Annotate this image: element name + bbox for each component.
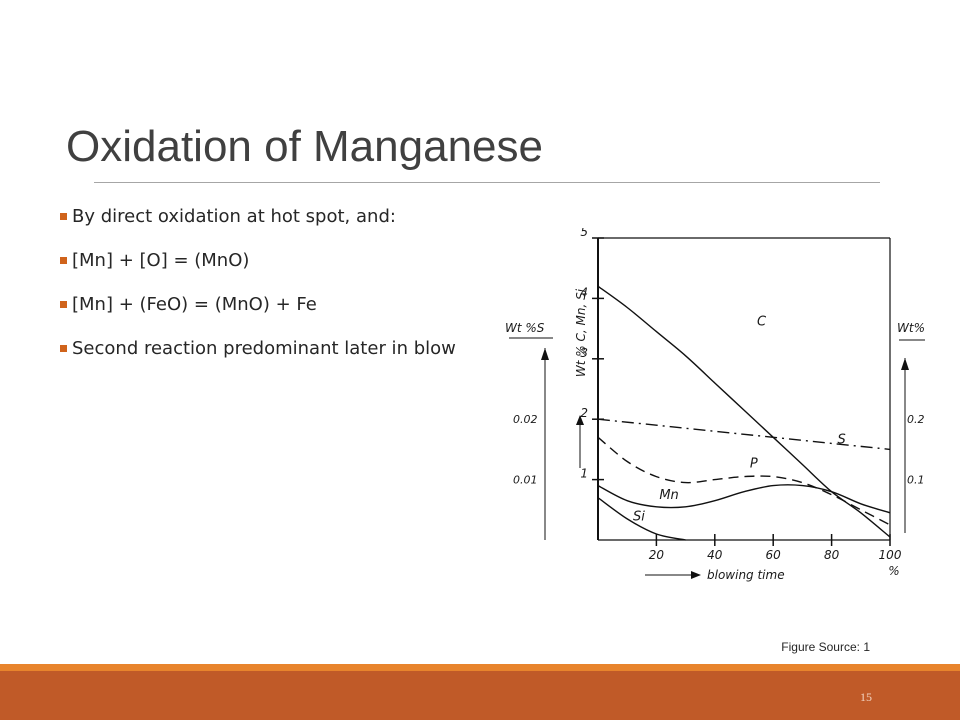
left-axis-tick-label: 0.02: [513, 413, 538, 426]
x-tick-label: 40: [707, 548, 723, 562]
series-label-si: Si: [633, 510, 645, 525]
bullet-text: [Mn] + [O] = (MnO): [72, 249, 250, 271]
x-tick-label: 100: [879, 548, 902, 562]
right-axis-tick-label: 0.1: [907, 474, 925, 487]
y-tick-label: 4: [580, 285, 588, 299]
right-axis-title: Wt%P: [897, 321, 925, 335]
left-axis-arrow-icon: [541, 348, 549, 360]
series-label-p: P: [750, 457, 758, 472]
right-axis-tick-label: 0.2: [907, 413, 925, 426]
bullet-list: By direct oxidation at hot spot, and: [M…: [60, 205, 456, 381]
bullet-text: By direct oxidation at hot spot, and:: [72, 205, 396, 227]
bullet-item: By direct oxidation at hot spot, and:: [60, 205, 456, 227]
x-axis-title: blowing time: [707, 568, 785, 582]
chart-series: [597, 285, 891, 541]
square-bullet-icon: [60, 256, 67, 264]
series-line-si: [597, 497, 686, 541]
series-label-mn: Mn: [659, 488, 678, 503]
footer-accent-stripe: [0, 664, 960, 671]
series-line-c: [597, 285, 891, 538]
series-line-s: [597, 418, 891, 451]
series-label-s: S: [837, 432, 845, 447]
series-line-p: [597, 436, 891, 526]
series-line-mn: [597, 484, 891, 514]
chart-axes: [509, 237, 925, 579]
bullet-text: Second reaction predominant later in blo…: [72, 337, 456, 359]
bullet-item: [Mn] + (FeO) = (MnO) + Fe: [60, 293, 456, 315]
square-bullet-icon: [60, 344, 67, 352]
x-tick-label: 80: [824, 548, 840, 562]
figure-source: Figure Source: 1: [781, 640, 870, 654]
bullet-item: Second reaction predominant later in blo…: [60, 337, 456, 359]
chart-labels: 1 2 3 4 5 20 40 60 80 100% blowing time Wt % C, Mn,…: [505, 228, 925, 582]
y-tick-label: 3: [580, 346, 588, 360]
left-axis-tick-label: 0.01: [513, 474, 538, 487]
y-axis-title: Wt % C, Mn, Si: [574, 288, 588, 377]
bullet-item: [Mn] + [O] = (MnO): [60, 249, 456, 271]
series-label-c: C: [757, 315, 767, 330]
footer-bar: [0, 671, 960, 720]
bullet-text: [Mn] + (FeO) = (MnO) + Fe: [72, 293, 317, 315]
slide-title: Oxidation of Manganese: [66, 122, 543, 171]
y-tick-label: 5: [580, 228, 588, 239]
x-tick-label: 60: [766, 548, 782, 562]
y-tick-label: 2: [580, 406, 588, 420]
x-unit-label: %: [888, 564, 899, 578]
square-bullet-icon: [60, 212, 67, 220]
y-tick-label: 1: [580, 467, 588, 481]
left-axis-title: Wt %S: [505, 321, 545, 335]
blowing-time-chart: 1 2 3 4 5 20 40 60 80 100% blowing time Wt % C, Mn,…: [505, 228, 925, 582]
square-bullet-icon: [60, 300, 67, 308]
x-tick-label: 20: [649, 548, 665, 562]
page-number: 15: [860, 690, 872, 704]
y-arrow-head-icon: [576, 415, 584, 425]
right-axis-arrow-icon: [901, 358, 909, 370]
title-divider: [94, 182, 880, 183]
x-arrow-head-icon: [691, 571, 701, 579]
